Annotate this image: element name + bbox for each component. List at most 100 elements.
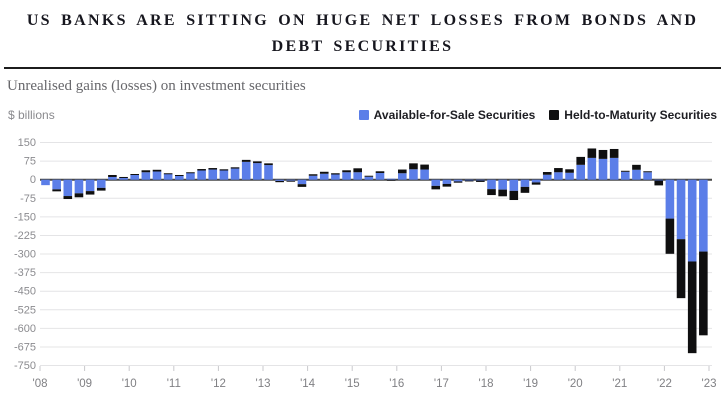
bar-afs-segment <box>386 178 396 180</box>
bar-htm-segment <box>409 163 418 170</box>
bar-afs-segment <box>520 179 530 187</box>
bar-htm-segment <box>197 169 206 171</box>
legend-label-htm: Held-to-Maturity Securities <box>564 108 717 123</box>
bar-htm-segment <box>353 168 362 173</box>
bar-htm-segment <box>654 180 664 186</box>
bar-afs-segment <box>598 158 608 180</box>
bar-htm-segment <box>331 173 340 175</box>
chart-subtitle: Unrealised gains (losses) on investment … <box>7 78 306 95</box>
bar-afs-segment <box>52 179 61 190</box>
bar-afs-segment <box>119 177 128 180</box>
y-tick-label: 0 <box>30 174 36 186</box>
bar-htm-segment <box>96 187 106 191</box>
y-axis-unit-label: $ billions <box>8 108 55 123</box>
bar-htm-segment <box>219 169 229 171</box>
bar-htm-segment <box>665 218 675 254</box>
y-tick-label: -675 <box>14 341 36 353</box>
y-tick-label: -450 <box>14 286 36 298</box>
bar-afs-segment <box>197 170 206 180</box>
bar-htm-segment <box>52 189 61 192</box>
bar-afs-segment <box>453 179 463 182</box>
bar-afs-segment <box>297 179 307 185</box>
bar-afs-segment <box>476 179 485 181</box>
bar-htm-segment <box>464 180 474 182</box>
bar-htm-segment <box>152 169 162 172</box>
bar-afs-segment <box>130 174 139 180</box>
bar-afs-segment <box>431 179 441 186</box>
bar-afs-segment <box>542 174 552 180</box>
bar-htm-segment <box>542 172 552 175</box>
y-tick-label: 150 <box>18 137 36 149</box>
bar-afs-segment <box>643 172 652 180</box>
bar-htm-segment <box>632 164 641 170</box>
bar-afs-segment <box>342 172 351 180</box>
bar-afs-segment <box>96 179 106 188</box>
bar-htm-segment <box>676 239 686 299</box>
bar-htm-segment <box>275 180 284 183</box>
bar-afs-segment <box>398 173 407 180</box>
chart-title-line1: US BANKS ARE SITTING ON HUGE NET LOSSES … <box>26 12 699 29</box>
x-tick-label: '21 <box>612 378 627 390</box>
x-tick-label: '20 <box>568 378 583 390</box>
bar-afs-segment <box>699 179 708 252</box>
x-tick-label: '17 <box>434 378 449 390</box>
y-tick-label: -750 <box>14 360 36 372</box>
bar-afs-segment <box>264 165 273 180</box>
bar-afs-segment <box>308 175 318 180</box>
y-tick-label: -375 <box>14 267 36 279</box>
bar-htm-segment <box>264 163 273 166</box>
y-tick-label: -300 <box>14 249 36 261</box>
bar-afs-segment <box>108 176 117 180</box>
bar-chart: 150 75 0 -75 -150 -225 -300 -375 -450 -525 -600 -67… <box>14 137 717 390</box>
bar-afs-segment <box>509 179 519 191</box>
bar-afs-segment <box>353 172 362 180</box>
bar-afs-segment <box>375 173 385 180</box>
y-tick-label: -225 <box>14 230 36 242</box>
bar-htm-segment <box>319 171 329 174</box>
x-tick-label: '15 <box>345 378 360 390</box>
bar-afs-segment <box>175 175 184 180</box>
bar-htm-segment <box>509 190 519 201</box>
legend-item-htm: Held-to-Maturity Securities <box>549 108 717 122</box>
bar-afs-segment <box>420 169 429 180</box>
htm-swatch-icon <box>549 110 560 121</box>
legend: Available-for-Sale Securities Held-to-Ma… <box>358 108 717 122</box>
bar-htm-segment <box>420 164 429 170</box>
bar-afs-segment <box>576 164 585 180</box>
bar-afs-segment <box>632 169 641 180</box>
bar-htm-segment <box>531 182 541 185</box>
bar-htm-segment <box>63 196 73 200</box>
bar-htm-segment <box>308 174 318 176</box>
bar-afs-segment <box>565 172 574 180</box>
bar-htm-segment <box>208 168 218 170</box>
bar-afs-segment <box>554 172 563 180</box>
bar-afs-segment <box>141 172 151 180</box>
y-tick-label: -600 <box>14 323 36 335</box>
legend-item-afs: Available-for-Sale Securities <box>358 108 535 122</box>
bar-htm-segment <box>431 185 441 190</box>
bar-htm-segment <box>699 251 708 336</box>
x-tick-label: '14 <box>300 378 316 390</box>
bar-afs-segment <box>41 179 50 186</box>
bar-afs-segment <box>331 174 340 180</box>
bar-htm-segment <box>453 181 463 183</box>
bar-afs-segment <box>286 179 296 181</box>
bar-htm-segment <box>141 170 151 173</box>
bar-afs-segment <box>487 179 496 190</box>
bar-htm-segment <box>554 168 563 173</box>
bar-afs-segment <box>464 179 474 181</box>
bar-htm-segment <box>364 175 374 177</box>
bar-afs-segment <box>676 179 686 240</box>
bar-afs-segment <box>621 171 630 180</box>
x-tick-label: '13 <box>256 378 271 390</box>
bar-afs-segment <box>241 161 251 180</box>
bar-htm-segment <box>163 173 173 175</box>
bar-htm-segment <box>643 171 652 173</box>
x-tick-label: '10 <box>122 378 137 390</box>
bar-htm-segment <box>598 149 608 159</box>
bar-htm-segment <box>85 191 95 195</box>
bar-afs-segment <box>275 179 284 181</box>
x-tick-label: '22 <box>657 378 672 390</box>
bar-htm-segment <box>342 170 351 173</box>
